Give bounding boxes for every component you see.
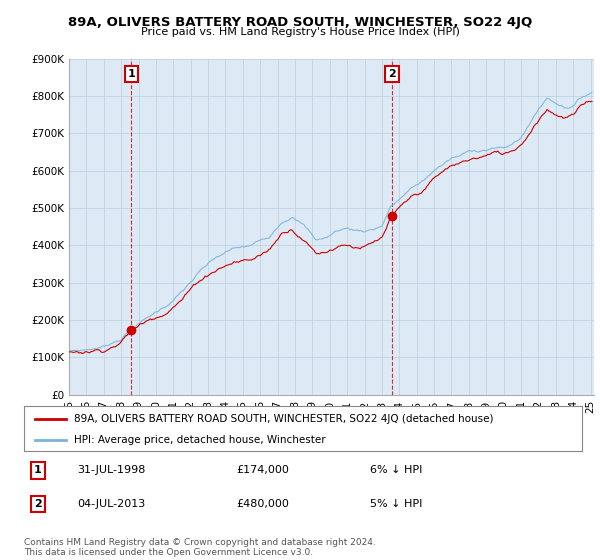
Text: 2: 2	[388, 69, 396, 79]
Text: 04-JUL-2013: 04-JUL-2013	[77, 499, 145, 509]
Text: £174,000: £174,000	[236, 465, 289, 475]
Text: Price paid vs. HM Land Registry's House Price Index (HPI): Price paid vs. HM Land Registry's House …	[140, 27, 460, 37]
Text: 1: 1	[127, 69, 135, 79]
Text: 5% ↓ HPI: 5% ↓ HPI	[370, 499, 422, 509]
Text: 89A, OLIVERS BATTERY ROAD SOUTH, WINCHESTER, SO22 4JQ (detached house): 89A, OLIVERS BATTERY ROAD SOUTH, WINCHES…	[74, 413, 494, 423]
Text: 89A, OLIVERS BATTERY ROAD SOUTH, WINCHESTER, SO22 4JQ: 89A, OLIVERS BATTERY ROAD SOUTH, WINCHES…	[68, 16, 532, 29]
Text: 6% ↓ HPI: 6% ↓ HPI	[370, 465, 422, 475]
Text: HPI: Average price, detached house, Winchester: HPI: Average price, detached house, Winc…	[74, 435, 326, 445]
Text: 2: 2	[34, 499, 42, 509]
Text: £480,000: £480,000	[236, 499, 289, 509]
Text: 1: 1	[34, 465, 42, 475]
Text: 31-JUL-1998: 31-JUL-1998	[77, 465, 145, 475]
Text: Contains HM Land Registry data © Crown copyright and database right 2024.
This d: Contains HM Land Registry data © Crown c…	[24, 538, 376, 557]
